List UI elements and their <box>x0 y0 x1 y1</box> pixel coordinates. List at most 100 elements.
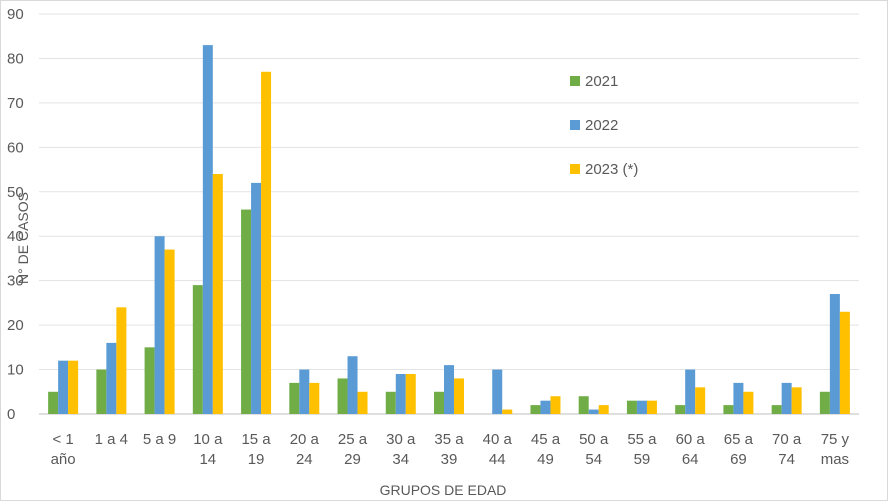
bar-2021-1 <box>96 369 107 414</box>
bar-2023-3 <box>212 174 223 414</box>
bar-2022-12 <box>636 400 647 414</box>
bar-2022-15 <box>781 382 792 414</box>
bar-2022-7 <box>395 374 406 414</box>
x-axis-title: GRUPOS DE EDAD <box>380 482 507 498</box>
bar-2022-5 <box>299 369 310 414</box>
legend: 2021 2022 2023 (*) <box>570 73 638 178</box>
bar-2021-12 <box>626 400 637 414</box>
bar-2022-2 <box>154 236 165 414</box>
y-tick-labels: 0 10 20 30 40 50 60 70 80 90 <box>7 6 24 423</box>
x-tick-label: < 1 <box>52 431 73 448</box>
bar-2022-6 <box>347 356 358 414</box>
bar-2021-8 <box>434 391 444 414</box>
bar-2021-6 <box>337 378 348 414</box>
x-tick-label: 14 <box>199 451 216 468</box>
x-tick-label: 1 a 4 <box>95 431 128 448</box>
x-tick-label: 40 a <box>483 431 513 448</box>
bar-2023-14 <box>743 391 754 414</box>
y-tick-label: 30 <box>7 273 24 290</box>
x-tick-label: 55 a <box>627 431 657 448</box>
y-tick-label: 70 <box>7 95 24 112</box>
bar-2023-13 <box>695 387 706 414</box>
x-tick-label: mas <box>821 451 849 468</box>
y-tick-label: 50 <box>7 184 24 201</box>
y-tick-label: 40 <box>7 228 24 245</box>
bar-2023-10 <box>550 396 561 414</box>
x-tick-label: 50 a <box>579 431 609 448</box>
x-tick-label: 49 <box>537 451 554 468</box>
x-tick-label: 35 a <box>434 431 464 448</box>
bar-2023-0 <box>68 360 79 414</box>
bar-2023-2 <box>164 249 175 414</box>
bar-2021-14 <box>723 405 734 414</box>
x-tick-label: 20 a <box>290 431 320 448</box>
bar-2021-10 <box>530 405 541 414</box>
x-tick-label: 5 a 9 <box>143 431 176 448</box>
y-axis-title: N° DE CASOS <box>15 192 31 284</box>
bar-2023-6 <box>357 391 368 414</box>
legend-label: 2022 <box>585 117 618 134</box>
y-tick-label: 0 <box>7 406 15 423</box>
bar-2023-4 <box>261 71 272 415</box>
bar-2021-5 <box>289 382 300 414</box>
bar-2022-4 <box>251 182 262 414</box>
gridlines <box>39 13 859 415</box>
bar-2021-11 <box>578 396 589 414</box>
legend-swatch <box>570 76 580 86</box>
bar-2021-16 <box>819 391 830 414</box>
bar-2023-8 <box>454 378 464 414</box>
bar-2021-13 <box>675 405 686 414</box>
bar-2021-7 <box>385 391 396 414</box>
x-tick-label: 54 <box>585 451 602 468</box>
legend-swatch <box>570 120 580 130</box>
legend-swatch <box>570 164 580 174</box>
x-tick-label: 70 a <box>772 431 802 448</box>
bar-2022-13 <box>685 369 696 414</box>
x-tick-label: 60 a <box>676 431 706 448</box>
x-tick-label: 65 a <box>724 431 754 448</box>
x-tick-label: 10 a <box>193 431 223 448</box>
x-tick-label: 75 y <box>821 431 850 448</box>
y-tick-label: 10 <box>7 362 24 379</box>
bar-2022-3 <box>202 45 213 414</box>
bar-2023-11 <box>598 405 609 414</box>
x-tick-label: 59 <box>634 451 651 468</box>
x-tick-label: 69 <box>730 451 747 468</box>
bar-2022-1 <box>106 342 117 414</box>
bar-2021-0 <box>48 391 59 414</box>
x-tick-label: 29 <box>344 451 361 468</box>
bar-2023-16 <box>839 311 850 414</box>
bar-2023-15 <box>791 387 802 414</box>
legend-label: 2021 <box>585 73 618 90</box>
x-tick-label: 24 <box>296 451 313 468</box>
bar-2022-9 <box>492 369 503 414</box>
x-tick-label: año <box>51 451 76 468</box>
bar-2022-14 <box>733 382 744 414</box>
bar-2023-12 <box>646 400 657 414</box>
x-tick-label: 15 a <box>241 431 271 448</box>
bar-2022-16 <box>829 294 840 414</box>
bar-2023-9 <box>502 409 513 414</box>
y-tick-label: 20 <box>7 317 24 334</box>
bar-2023-7 <box>405 374 416 414</box>
y-tick-label: 90 <box>7 6 24 23</box>
x-tick-label: 44 <box>489 451 506 468</box>
x-tick-labels: < 1 año 1 a 4 5 a 9 10 a 14 15 a 19 20 a 24 25 a 29… <box>51 431 850 468</box>
bar-2022-8 <box>444 365 454 414</box>
bar-2021-4 <box>241 209 252 414</box>
bar-2022-10 <box>540 400 551 414</box>
x-tick-label: 74 <box>778 451 795 468</box>
x-tick-label: 39 <box>441 451 458 468</box>
bar-2023-1 <box>116 307 127 414</box>
x-tick-label: 25 a <box>338 431 368 448</box>
x-tick-label: 30 a <box>386 431 416 448</box>
x-tick-label: 34 <box>392 451 409 468</box>
bar-2021-15 <box>771 405 782 414</box>
y-tick-label: 80 <box>7 50 24 67</box>
legend-label: 2023 (*) <box>585 161 638 178</box>
bar-2022-11 <box>588 409 599 414</box>
x-tick-label: 19 <box>248 451 265 468</box>
bar-2021-2 <box>144 347 155 414</box>
